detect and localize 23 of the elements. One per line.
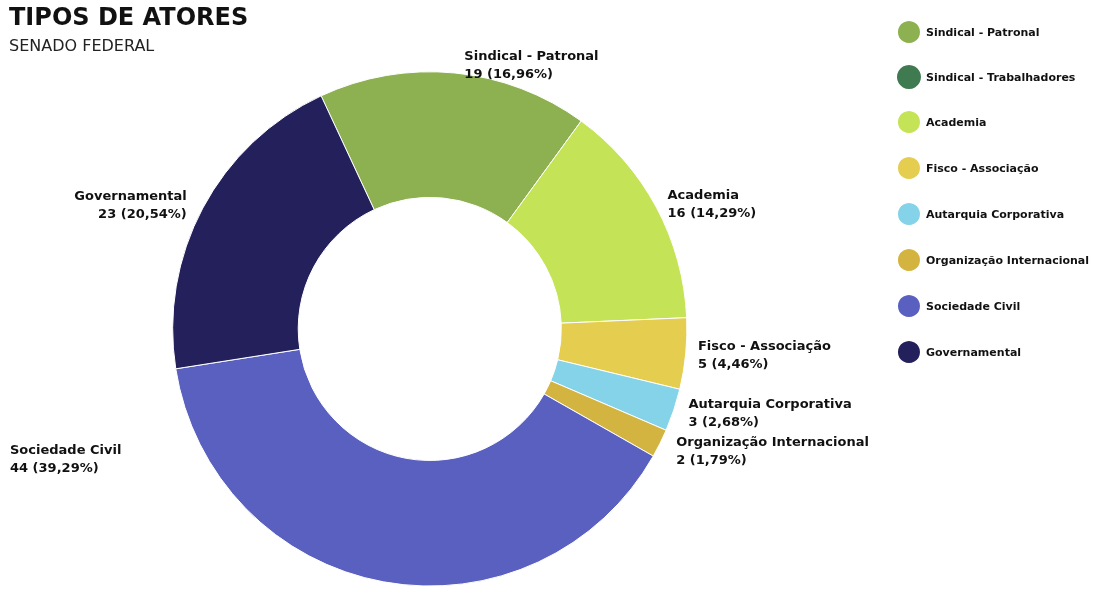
data-label: 16 (14,29%)	[667, 205, 757, 221]
legend-label: Sindical - Patronal	[925, 25, 1040, 39]
data-label: 2 (1,79%)	[676, 452, 747, 468]
slice-label: Sociedade Civil	[10, 441, 122, 457]
slice-label: Organização Internacional	[676, 434, 869, 450]
data-label: 3 (2,68%)	[688, 414, 759, 430]
legend-label: Academia	[925, 115, 987, 129]
data-label: 44 (39,29%)	[10, 459, 99, 475]
legend-label: Sindical - Trabalhadores	[925, 70, 1076, 84]
slice-label: Sindical - Patronal	[464, 48, 599, 64]
slice-label: Academia	[667, 187, 739, 203]
legend-label: Governamental	[925, 345, 1022, 359]
legend-label: Sociedade Civil	[925, 299, 1021, 313]
data-label: 5 (4,46%)	[697, 355, 769, 371]
data-label: 23 (20,54%)	[98, 205, 187, 221]
text: SENADO FEDERAL	[9, 35, 155, 55]
slice-label: Governamental	[74, 187, 187, 203]
chart-title: TIPOS DE ATORES	[9, 3, 249, 31]
legend-label: Organização Internacional	[925, 253, 1090, 267]
legend-label: Autarquia Corporativa	[925, 207, 1065, 221]
legend-label: Fisco - Associação	[925, 161, 1039, 175]
slice-label: Fisco - Associação	[697, 337, 831, 353]
slice-label: Autarquia Corporativa	[688, 396, 852, 412]
